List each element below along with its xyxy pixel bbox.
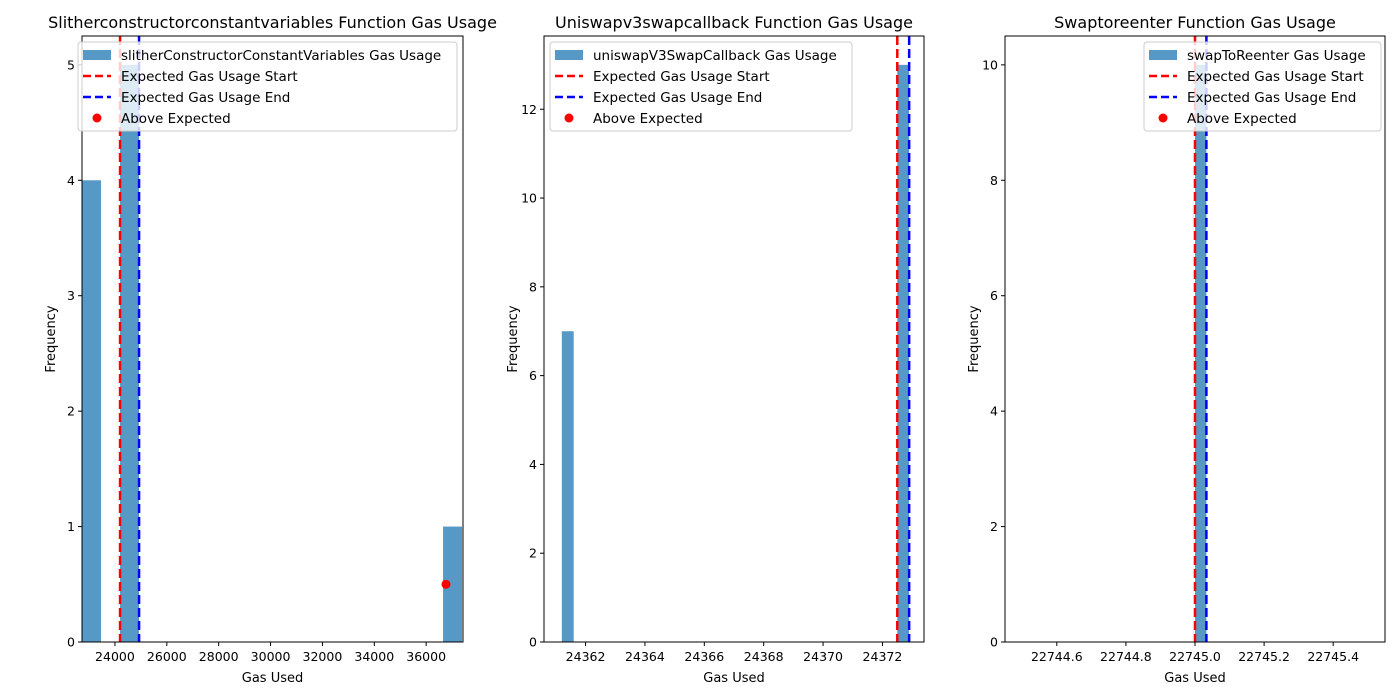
x-tick-label: 24362 [566,649,606,664]
legend-entry-label: Expected Gas Usage Start [121,69,298,85]
histogram-bar [1195,64,1207,642]
axes-frame [543,35,925,643]
legend-box [1143,41,1382,132]
histogram-bar [897,64,910,642]
x-tick-label: 22744.8 [1100,649,1152,664]
chart-title: Uniswapv3swapcallback Function Gas Usage [555,13,913,32]
y-axis-label: Frequency [967,305,982,372]
plot-area [561,36,911,642]
x-axis-label: Gas Used [703,671,764,686]
x-tick-label: 24364 [625,649,665,664]
y-tick-label: 10 [521,191,537,206]
histogram-bar [561,331,574,642]
x-tick-label: 24368 [744,649,784,664]
x-tick-label: 24366 [684,649,724,664]
chart-3: 22744.6 22744.8 22745.0 22745.2 22745.4 0 2 4 6 8… [967,13,1386,686]
chart-2: 24362 24364 24366 24368 24370 24372 0 2 4 6 8 10 12 U… [506,13,925,686]
y-tick-label: 12 [521,102,537,117]
x-tick-label: 24372 [863,649,903,664]
legend-entry-label: slitherConstructorConstantVariables Gas … [121,48,441,64]
y-tick-label: 6 [990,288,998,303]
histogram-bar [82,180,102,642]
y-axis-label: Frequency [506,305,521,372]
y-tick-label: 4 [529,457,537,472]
y-tick-label: 0 [990,635,998,650]
legend-swatch-point [564,113,574,123]
y-tick-label: 2 [990,519,998,534]
y-tick-label: 0 [529,635,537,650]
y-tick-label: 0 [67,635,75,650]
plot-area [82,36,463,642]
legend-swatch-point [1158,113,1168,123]
legend-swatch-point [92,113,102,123]
axes-frame [81,35,464,643]
x-axis-label: Gas Used [1164,671,1225,686]
x-tick-label: 28000 [199,649,239,664]
x-tick-label: 30000 [251,649,291,664]
y-tick-label: 6 [529,368,537,383]
y-axis-label: Frequency [44,305,59,372]
legend-swatch-bar [83,50,111,60]
chart-title: Swaptoreenter Function Gas Usage [1054,13,1336,32]
legend-entry-label: Expected Gas Usage Start [593,69,770,85]
histogram-bar [120,64,140,642]
legend-entry-label: Expected Gas Usage End [1187,90,1356,106]
legend-swatch-bar [555,50,583,60]
legend-entry-label: Above Expected [121,111,231,127]
legend-entry-label: Expected Gas Usage End [593,90,762,106]
x-tick-label: 24000 [95,649,135,664]
legend-entry-label: Above Expected [1187,111,1297,127]
x-tick-label: 36000 [406,649,446,664]
legend-swatch-bar [1149,50,1177,60]
y-tick-label: 1 [67,519,75,534]
x-tick-label: 26000 [147,649,187,664]
legend-entry-label: Expected Gas Usage End [121,90,290,106]
y-tick-label: 5 [67,57,75,72]
y-tick-label: 4 [67,173,75,188]
x-tick-label: 22745.2 [1238,649,1290,664]
above-expected-point [441,579,451,589]
legend-box [549,41,853,132]
x-tick-label: 22745.4 [1307,649,1359,664]
histogram-bar [443,526,463,642]
y-tick-label: 10 [982,57,998,72]
legend-entry-label: Above Expected [593,111,703,127]
legend: slitherConstructorConstantVariables Gas … [77,41,458,132]
x-tick-label: 22745.0 [1169,649,1221,664]
y-tick-label: 3 [67,288,75,303]
y-tick-label: 2 [529,546,537,561]
y-tick-label: 2 [67,404,75,419]
legend-box [77,41,458,132]
x-tick-label: 22744.6 [1031,649,1083,664]
y-tick-label: 4 [990,404,998,419]
legend-entry-label: Expected Gas Usage Start [1187,69,1364,85]
legend-entry-label: swapToReenter Gas Usage [1187,48,1366,64]
legend: uniswapV3SwapCallback Gas Usage Expected … [549,41,853,132]
y-tick-label: 8 [529,279,537,294]
x-axis-label: Gas Used [242,671,303,686]
chart-title: Slitherconstructorconstantvariables Func… [48,13,497,32]
x-tick-label: 24370 [803,649,843,664]
legend-entry-label: uniswapV3SwapCallback Gas Usage [593,48,837,64]
x-tick-label: 34000 [354,649,394,664]
y-tick-label: 8 [990,173,998,188]
x-tick-label: 32000 [303,649,343,664]
legend: swapToReenter Gas Usage Expected Gas Usag… [1143,41,1382,132]
plot-area [1193,36,1208,642]
chart-1: 24000 26000 28000 30000 32000 34000 36000 0 1 2 3 4… [44,13,497,686]
